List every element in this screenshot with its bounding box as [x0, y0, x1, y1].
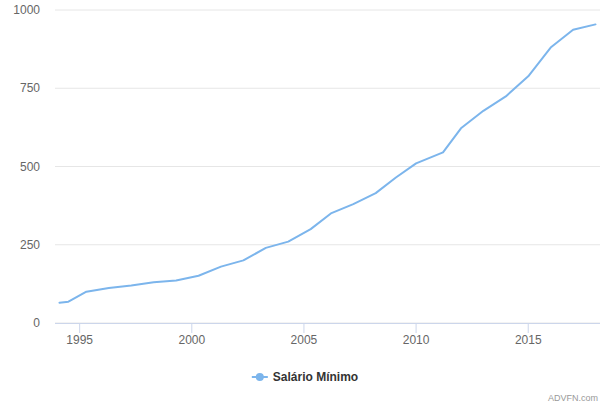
x-tick-label: 2015	[515, 333, 542, 347]
credit: ADVFN.com	[548, 393, 598, 403]
series-line	[59, 24, 595, 302]
x-axis-line	[55, 323, 600, 324]
x-tick-label: 2000	[178, 333, 205, 347]
x-tick	[416, 323, 417, 333]
chart-container: 0 250 500 750 1000 1995 2000 2005 2010 2015 Salári…	[0, 0, 610, 407]
y-tick-label: 1000	[13, 3, 40, 17]
grid-line	[55, 244, 600, 245]
grid-line	[55, 10, 600, 11]
grid-line	[55, 166, 600, 167]
x-tick	[528, 323, 529, 333]
x-tick-label: 1995	[66, 333, 93, 347]
chart-svg: 0 250 500 750 1000 1995 2000 2005 2010 2015 Salári…	[0, 0, 610, 407]
grid-line	[55, 323, 600, 324]
plot-area	[59, 24, 595, 302]
y-tick-label: 250	[20, 238, 40, 252]
x-tick	[303, 323, 304, 333]
legend-item[interactable]: Salário Mínimo	[252, 370, 358, 384]
y-tick-label: 750	[20, 81, 40, 95]
x-tick-label: 2005	[291, 333, 318, 347]
x-tick-label: 2010	[403, 333, 430, 347]
legend-marker	[256, 373, 264, 381]
grid-line	[55, 88, 600, 89]
y-tick-label: 500	[20, 160, 40, 174]
legend-label: Salário Mínimo	[273, 370, 358, 384]
x-tick	[79, 323, 80, 333]
y-tick-label: 0	[33, 316, 40, 330]
x-tick	[191, 323, 192, 333]
